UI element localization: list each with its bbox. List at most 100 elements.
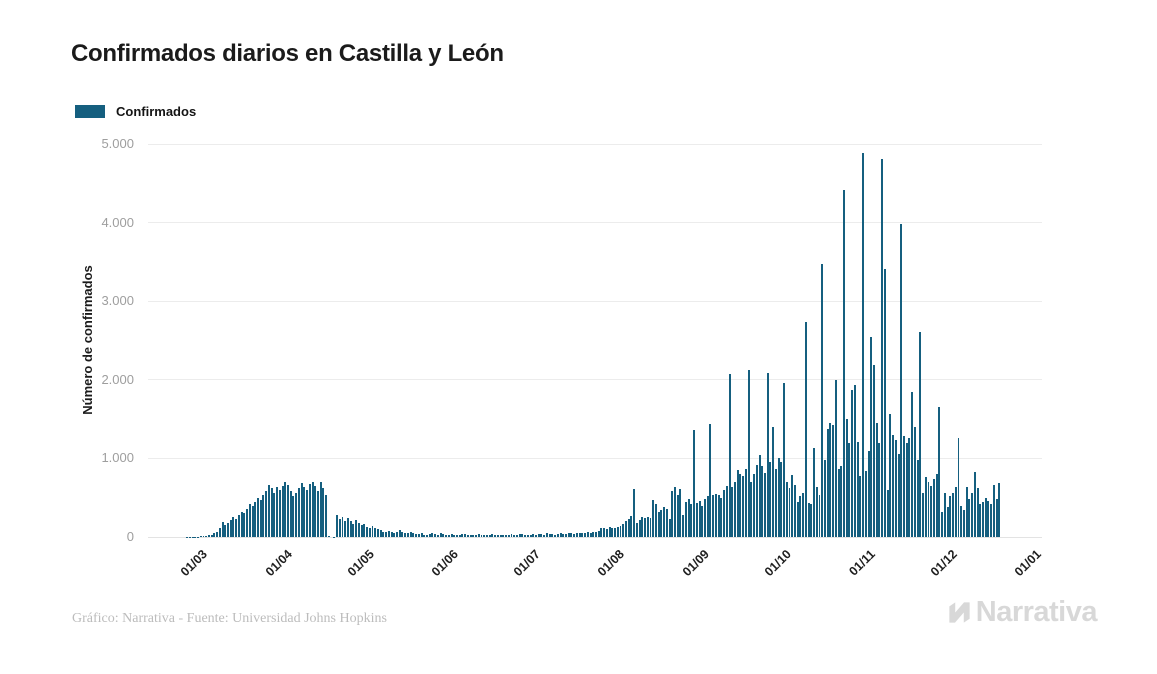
bar[interactable] <box>853 385 856 537</box>
bar[interactable] <box>638 519 641 537</box>
bar[interactable] <box>619 526 622 537</box>
bar[interactable] <box>308 483 311 537</box>
bar[interactable] <box>941 511 944 537</box>
bar[interactable] <box>807 503 810 537</box>
bar[interactable] <box>873 364 875 537</box>
bar[interactable] <box>799 496 802 537</box>
bar[interactable] <box>491 534 494 537</box>
bar[interactable] <box>859 475 862 537</box>
bar[interactable] <box>278 489 281 537</box>
bar[interactable] <box>259 500 262 537</box>
bar[interactable] <box>894 439 897 537</box>
bar[interactable] <box>984 497 987 537</box>
bar[interactable] <box>973 471 976 537</box>
bar[interactable] <box>864 470 867 537</box>
bar[interactable] <box>216 531 219 537</box>
bar[interactable] <box>281 485 284 537</box>
bar[interactable] <box>796 501 799 537</box>
bar[interactable] <box>728 373 731 537</box>
bar[interactable] <box>554 534 557 537</box>
bar[interactable] <box>867 450 870 537</box>
bar[interactable] <box>992 485 995 537</box>
bar[interactable] <box>881 158 884 537</box>
bar[interactable] <box>916 459 919 537</box>
bar[interactable] <box>614 528 617 537</box>
bar[interactable] <box>608 527 611 537</box>
bar[interactable] <box>660 509 663 537</box>
bar[interactable] <box>905 443 908 537</box>
bar[interactable] <box>665 508 668 537</box>
bar[interactable] <box>932 478 935 537</box>
bar[interactable] <box>938 406 941 537</box>
bar[interactable] <box>676 495 679 537</box>
bar[interactable] <box>600 528 603 537</box>
bar[interactable] <box>611 527 614 537</box>
bar[interactable] <box>434 533 437 537</box>
bar[interactable] <box>344 520 347 537</box>
bar[interactable] <box>946 507 949 537</box>
bar[interactable] <box>322 488 325 537</box>
bar[interactable] <box>654 503 657 537</box>
bar[interactable] <box>641 516 644 537</box>
bar[interactable] <box>341 516 344 537</box>
bar[interactable] <box>346 518 349 537</box>
bar[interactable] <box>483 535 486 537</box>
bar[interactable] <box>848 443 851 537</box>
bar[interactable] <box>524 534 527 537</box>
bar[interactable] <box>747 369 750 537</box>
bar[interactable] <box>843 189 845 537</box>
bar[interactable] <box>630 515 633 537</box>
bar[interactable] <box>995 499 998 537</box>
bar[interactable] <box>442 533 445 537</box>
bar[interactable] <box>913 426 916 537</box>
bar[interactable] <box>412 533 415 537</box>
bar[interactable] <box>652 499 655 537</box>
bar[interactable] <box>254 501 257 537</box>
bar[interactable] <box>783 382 786 537</box>
bar[interactable] <box>780 462 783 537</box>
bar[interactable] <box>257 497 259 537</box>
bar[interactable] <box>453 534 456 537</box>
bar[interactable] <box>949 496 952 537</box>
bar[interactable] <box>725 485 728 537</box>
bar[interactable] <box>518 533 521 537</box>
bar[interactable] <box>644 518 647 537</box>
bar[interactable] <box>532 534 535 537</box>
bar[interactable] <box>772 426 775 537</box>
bar[interactable] <box>396 532 398 537</box>
bar[interactable] <box>788 488 791 537</box>
bar[interactable] <box>829 423 832 537</box>
bar[interactable] <box>284 481 287 537</box>
bar[interactable] <box>927 481 930 537</box>
bar[interactable] <box>952 492 955 537</box>
bar[interactable] <box>445 534 448 537</box>
bar[interactable] <box>319 481 322 537</box>
bar[interactable] <box>813 448 816 537</box>
bar[interactable] <box>488 535 491 537</box>
bar[interactable] <box>712 495 715 537</box>
bar[interactable] <box>510 534 513 537</box>
bar[interactable] <box>382 531 385 537</box>
bar[interactable] <box>897 453 900 537</box>
bar[interactable] <box>218 527 221 537</box>
bar[interactable] <box>325 494 328 537</box>
bar[interactable] <box>270 488 273 537</box>
bar[interactable] <box>663 507 666 537</box>
bar[interactable] <box>821 264 824 537</box>
bar[interactable] <box>551 534 554 537</box>
bar[interactable] <box>447 535 450 537</box>
bar[interactable] <box>248 504 251 537</box>
bar[interactable] <box>742 476 745 537</box>
bar[interactable] <box>581 533 584 537</box>
bar[interactable] <box>701 505 704 537</box>
bar[interactable] <box>398 530 401 537</box>
bar[interactable] <box>221 522 224 537</box>
bar[interactable] <box>297 488 300 537</box>
bar[interactable] <box>761 466 764 537</box>
bar[interactable] <box>295 492 298 537</box>
bar[interactable] <box>485 535 488 537</box>
bar[interactable] <box>584 533 587 537</box>
bar[interactable] <box>515 534 518 537</box>
bar[interactable] <box>499 534 502 537</box>
bar[interactable] <box>327 536 330 537</box>
